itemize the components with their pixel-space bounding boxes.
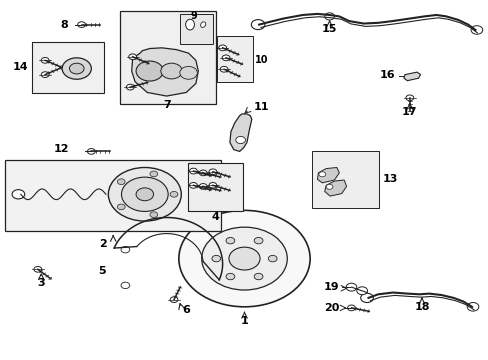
- Text: 19: 19: [323, 282, 339, 292]
- Text: 5: 5: [98, 266, 106, 276]
- FancyBboxPatch shape: [311, 151, 378, 207]
- Circle shape: [346, 283, 356, 291]
- Circle shape: [121, 177, 168, 211]
- Polygon shape: [131, 48, 198, 96]
- Text: 2: 2: [100, 239, 107, 249]
- FancyBboxPatch shape: [187, 163, 243, 211]
- Text: 6: 6: [182, 305, 190, 315]
- Circle shape: [466, 302, 478, 311]
- FancyBboxPatch shape: [5, 159, 221, 231]
- Circle shape: [208, 169, 216, 175]
- Ellipse shape: [200, 22, 205, 27]
- FancyBboxPatch shape: [119, 12, 216, 104]
- Text: 9: 9: [190, 12, 196, 21]
- Circle shape: [121, 282, 129, 289]
- FancyBboxPatch shape: [180, 14, 212, 44]
- Polygon shape: [403, 72, 420, 81]
- Circle shape: [108, 167, 181, 221]
- Circle shape: [268, 255, 277, 262]
- Circle shape: [251, 19, 264, 30]
- Circle shape: [235, 136, 245, 144]
- Circle shape: [161, 63, 182, 79]
- Circle shape: [325, 184, 332, 189]
- Polygon shape: [324, 180, 346, 196]
- Circle shape: [78, 22, 85, 27]
- Circle shape: [34, 266, 41, 272]
- Text: 14: 14: [13, 63, 28, 72]
- Circle shape: [117, 204, 125, 210]
- Circle shape: [225, 273, 234, 280]
- Circle shape: [254, 238, 263, 244]
- Circle shape: [41, 72, 49, 77]
- Polygon shape: [317, 167, 339, 183]
- Circle shape: [150, 171, 158, 177]
- FancyBboxPatch shape: [216, 36, 252, 82]
- Circle shape: [470, 26, 482, 34]
- Text: 4: 4: [211, 212, 219, 222]
- Circle shape: [228, 247, 260, 270]
- Text: 18: 18: [413, 302, 429, 312]
- Circle shape: [150, 212, 158, 217]
- Circle shape: [189, 168, 197, 174]
- Circle shape: [170, 297, 178, 302]
- Circle shape: [136, 61, 163, 81]
- Text: 11: 11: [253, 102, 268, 112]
- Text: 17: 17: [401, 107, 417, 117]
- Circle shape: [347, 305, 355, 311]
- Circle shape: [126, 84, 134, 90]
- Circle shape: [222, 55, 229, 61]
- Text: 10: 10: [255, 55, 268, 65]
- Text: 1: 1: [240, 316, 248, 326]
- Circle shape: [189, 183, 197, 188]
- Polygon shape: [229, 114, 251, 152]
- Circle shape: [12, 190, 25, 199]
- Circle shape: [225, 238, 234, 244]
- Circle shape: [220, 66, 227, 72]
- Circle shape: [356, 287, 367, 295]
- Circle shape: [254, 273, 263, 280]
- FancyBboxPatch shape: [32, 42, 104, 93]
- Circle shape: [128, 54, 136, 60]
- Text: 12: 12: [54, 144, 69, 154]
- Circle shape: [62, 58, 91, 79]
- Circle shape: [201, 227, 287, 290]
- Circle shape: [41, 58, 49, 63]
- Circle shape: [136, 188, 153, 201]
- Circle shape: [218, 45, 226, 51]
- Circle shape: [318, 172, 325, 177]
- Circle shape: [324, 13, 334, 20]
- Circle shape: [199, 170, 206, 176]
- Circle shape: [121, 247, 129, 253]
- Circle shape: [360, 293, 372, 302]
- Circle shape: [179, 210, 309, 307]
- Circle shape: [208, 183, 216, 188]
- Circle shape: [69, 63, 84, 74]
- Circle shape: [180, 66, 197, 79]
- Circle shape: [87, 149, 95, 154]
- Text: 20: 20: [323, 303, 339, 313]
- Circle shape: [117, 179, 125, 185]
- Text: 15: 15: [321, 24, 337, 34]
- Circle shape: [170, 192, 178, 197]
- Text: 3: 3: [38, 278, 45, 288]
- Circle shape: [405, 95, 413, 101]
- Circle shape: [211, 255, 220, 262]
- Circle shape: [199, 184, 206, 189]
- Text: 8: 8: [61, 19, 68, 30]
- Text: 16: 16: [379, 69, 394, 80]
- Text: 7: 7: [163, 100, 170, 110]
- Ellipse shape: [185, 19, 194, 30]
- Text: 13: 13: [382, 174, 398, 184]
